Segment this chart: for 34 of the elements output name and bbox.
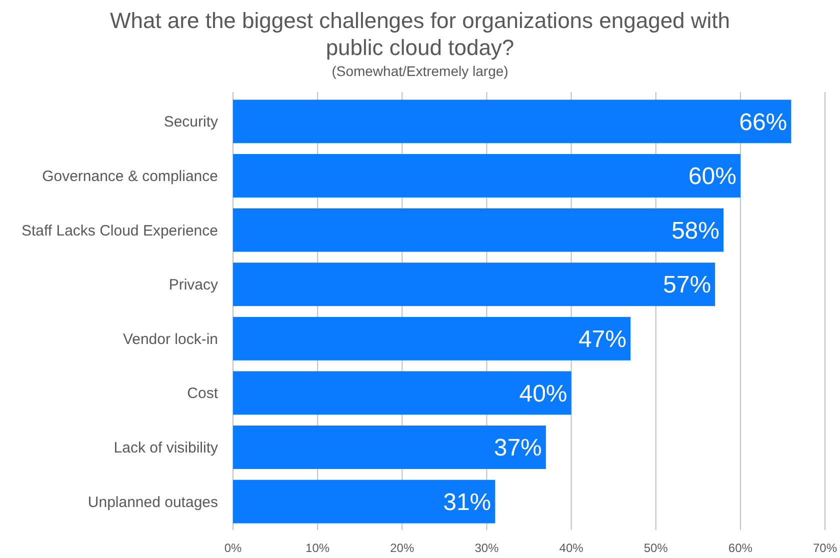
data-label: 47% (578, 326, 626, 354)
chart-title: What are the biggest challenges for organizations engaged with public cloud today? (110, 8, 730, 60)
y-tick-label: Lack of visibility (114, 440, 218, 457)
y-tick-label: Unplanned outages (88, 494, 218, 511)
y-tick-label: Cost (187, 385, 219, 402)
data-label: 60% (688, 163, 736, 190)
chart-subtitle: (Somewhat/Extremely large) (332, 63, 508, 79)
x-tick-label: 10% (306, 541, 330, 555)
y-tick-label: Security (164, 114, 218, 131)
data-label: 57% (663, 272, 712, 299)
bar (233, 100, 792, 144)
x-tick-label: 40% (559, 541, 584, 555)
data-label: 31% (443, 488, 492, 516)
y-tick-label: Vendor lock-in (122, 330, 218, 348)
bar (233, 208, 724, 252)
data-label: 66% (739, 108, 788, 136)
x-tick-label: 50% (644, 541, 668, 555)
x-tick-label: 0% (224, 541, 242, 555)
x-tick-label: 70% (812, 541, 838, 555)
data-label: 37% (494, 434, 542, 462)
y-tick-label: Privacy (168, 276, 218, 294)
data-label: 58% (671, 217, 720, 244)
bar (233, 371, 572, 415)
bar (233, 480, 496, 524)
bar (233, 262, 716, 306)
x-tick-label: 60% (728, 541, 753, 555)
bar (233, 154, 740, 198)
x-tick-label: 20% (390, 541, 414, 555)
bar (233, 426, 546, 469)
x-tick-label: 30% (474, 541, 500, 555)
data-label: 40% (519, 380, 568, 408)
y-tick-label: Governance & compliance (42, 168, 218, 185)
y-tick-label: Staff Lacks Cloud Experience (21, 222, 218, 240)
bar (233, 316, 630, 360)
